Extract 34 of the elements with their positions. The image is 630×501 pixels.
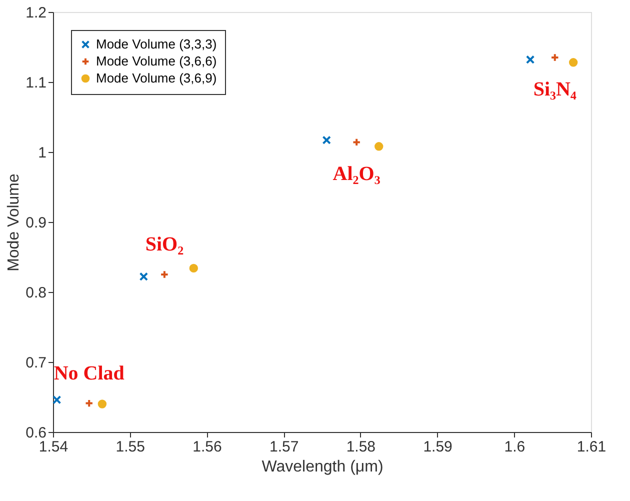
y-axis-title: Mode Volume — [6, 173, 23, 272]
y-tick-label: 0.7 — [26, 354, 46, 372]
point — [189, 264, 198, 273]
x-tick-label: 1.59 — [423, 438, 452, 456]
point — [52, 395, 62, 404]
point — [160, 270, 169, 279]
x-tick-label: 1.54 — [38, 438, 68, 456]
annotation: Al₂O₃ — [332, 163, 380, 186]
annotation: SiO₂ — [145, 234, 184, 256]
point — [322, 136, 331, 144]
point — [526, 55, 535, 64]
x-tick-label: 1.61 — [576, 438, 606, 456]
x-tick-label: 1.57 — [269, 438, 299, 456]
y-tick-label: 0.8 — [26, 284, 46, 302]
point — [550, 53, 560, 62]
point — [568, 58, 578, 67]
x-axis-title: Wavelength (μm) — [262, 458, 384, 476]
legend-label: Mode Volume (3,6,6) — [96, 54, 217, 68]
point — [139, 272, 148, 281]
legend-label: Mode Volume (3,3,3) — [96, 36, 217, 52]
y-tick-label: 1.1 — [26, 74, 46, 92]
y-tick-label: 1.2 — [26, 4, 46, 22]
legend-label: Mode Volume (3,6,9) — [96, 70, 217, 86]
x-tick-label: 1.56 — [192, 438, 222, 456]
y-tick-label: 0.6 — [26, 424, 46, 442]
point — [98, 400, 107, 408]
y-tick-label: 1 — [38, 144, 46, 162]
y-tick-label: 0.9 — [26, 214, 46, 232]
annotation: Si₃N₄ — [533, 78, 576, 100]
x-tick-label: 1.6 — [504, 438, 526, 456]
annotation: No Clad — [54, 362, 124, 384]
point — [374, 142, 384, 151]
x-tick-label: 1.55 — [116, 438, 145, 456]
x-tick-label: 1.58 — [346, 438, 376, 456]
